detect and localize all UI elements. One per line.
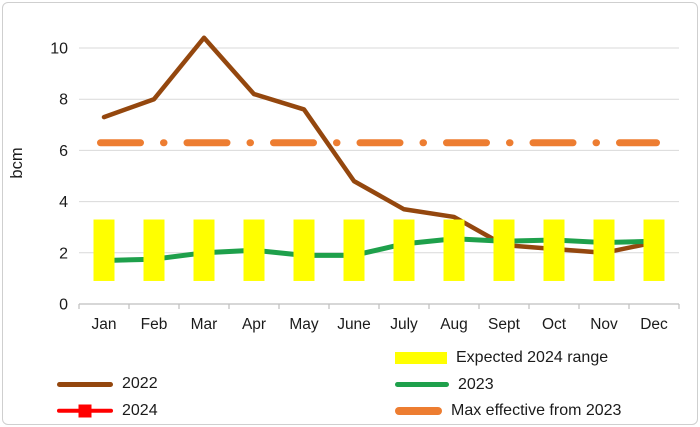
legend-item-2023: 2023 (395, 372, 621, 399)
x-axis-label: Mar (191, 316, 218, 333)
legend-label-2022: 2022 (122, 375, 158, 393)
x-axis-label: June (337, 316, 371, 333)
x-axis-label: May (289, 316, 319, 333)
x-axis-label: Apr (242, 316, 266, 333)
expected-range-bar (543, 219, 565, 281)
chart: 0 2 4 6 8 10 Jan Feb Mar Apr May June July Aug Sept Oct… (8, 35, 680, 333)
y-axis-tick-label: 0 (59, 297, 68, 314)
expected-range-bar (243, 219, 265, 281)
expected-range-bar (93, 219, 115, 281)
expected-range-bar (343, 219, 365, 281)
legend-item-expected-range: Expected 2024 range (395, 345, 621, 372)
y-axis-tick-label: 2 (59, 245, 68, 262)
x-axis-label: Dec (640, 316, 668, 333)
x-axis-label: July (390, 316, 418, 333)
y-axis-title: bcm (8, 147, 26, 178)
y-axis-tick-label: 8 (59, 92, 68, 109)
expected-range-bar (443, 219, 465, 281)
legend-item-2024: 2024 (57, 398, 158, 425)
legend-swatch-2023-line (395, 382, 449, 388)
expected-range-bar (593, 219, 615, 281)
legend-swatch-2024-square (78, 404, 92, 418)
y-axis-tick-label: 10 (50, 41, 68, 58)
y-axis-tick-label: 6 (59, 143, 68, 160)
expected-range-bar (293, 219, 315, 281)
expected-range-bar (193, 219, 215, 281)
x-axis-label: Oct (542, 316, 567, 333)
legend-label-max-effective: Max effective from 2023 (451, 402, 622, 420)
x-axis-label: Feb (141, 316, 168, 333)
x-axis-label: Sept (488, 316, 521, 333)
legend-swatch-2024-line-with-square-marker (57, 403, 113, 418)
legend-right-column: Expected 2024 range 2023 Max effective f… (395, 345, 621, 425)
x-axis-label: Aug (440, 316, 468, 333)
expected-range-bar (493, 219, 515, 281)
y-axis-tick-label: 4 (59, 194, 68, 211)
legend-left-column: 2022 2024 (57, 371, 158, 424)
expected-range-bar (393, 219, 415, 281)
x-axis-label: Jan (92, 316, 117, 333)
x-axis-label: Nov (590, 316, 618, 333)
legend-label-2023: 2023 (458, 375, 494, 393)
legend-item-max-effective: Max effective from 2023 (395, 398, 621, 425)
legend-swatch-expected-range (395, 352, 447, 365)
legend-swatch-max-effective-line (395, 407, 442, 416)
legend-label-2024: 2024 (122, 401, 158, 419)
legend-swatch-2022-line (57, 382, 113, 387)
expected-range-bar (143, 219, 165, 281)
legend-item-2022: 2022 (57, 371, 158, 398)
legend-label-expected-range: Expected 2024 range (456, 349, 609, 367)
expected-range-bar (643, 219, 665, 281)
